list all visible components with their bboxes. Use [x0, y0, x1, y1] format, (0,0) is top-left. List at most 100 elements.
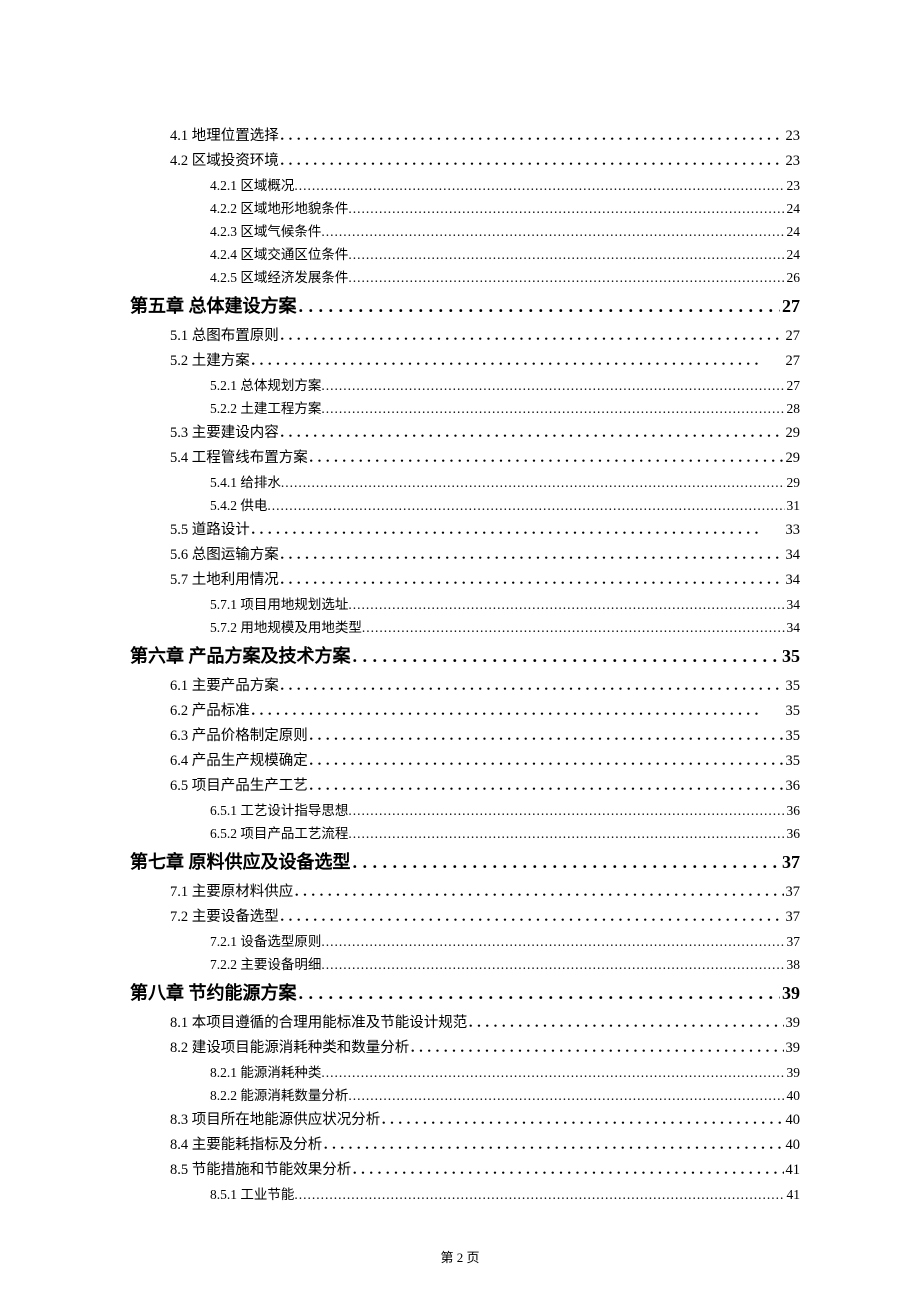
toc-page-number: 38	[785, 957, 801, 973]
toc-entry: 5.3 主要建设内容．．．．．．．．．．．．．．．．．．．．．．．．．．．．．．…	[170, 421, 800, 442]
toc-page-number: 39	[784, 1040, 801, 1057]
toc-page-number: 24	[785, 201, 801, 217]
toc-title: 第六章 产品方案及技术方案	[130, 642, 351, 668]
toc-page-number: 39	[785, 1065, 801, 1081]
toc-page-number: 35	[784, 678, 801, 695]
toc-page-number: 24	[785, 247, 801, 263]
toc-entry: 8.5.1 工业节能..............................…	[210, 1183, 800, 1203]
toc-page-number: 33	[784, 522, 801, 539]
toc-title: 8.1 本项目遵循的合理用能标准及节能设计规范	[170, 1011, 467, 1032]
toc-dots: ........................................…	[321, 1065, 784, 1081]
toc-title: 6.1 主要产品方案	[170, 674, 279, 695]
toc-title: 6.5 项目产品生产工艺	[170, 774, 308, 795]
toc-title: 5.7.1 项目用地规划选址	[210, 593, 348, 613]
toc-title: 5.2.2 土建工程方案	[210, 397, 321, 417]
toc-title: 4.2.2 区域地形地貌条件	[210, 197, 348, 217]
toc-entry: 第七章 原料供应及设备选型．．．．．．．．．．．．．．．．．．．．．．．．．．．…	[130, 848, 800, 874]
toc-entry: 5.4.2 供电................................…	[210, 494, 800, 514]
toc-dots: ........................................…	[348, 1088, 784, 1104]
toc-title: 8.3 项目所在地能源供应状况分析	[170, 1108, 380, 1129]
toc-page-number: 27	[780, 296, 800, 317]
toc-dots: ．．．．．．．．．．．．．．．．．．．．．．．．．．．．．．．．．．．．．．．．…	[351, 848, 781, 874]
toc-page-number: 23	[784, 153, 801, 170]
toc-title: 第八章 节约能源方案	[130, 979, 297, 1005]
toc-entry: 8.4 主要能耗指标及分析．．．．．．．．．．．．．．．．．．．．．．．．．．．…	[170, 1133, 800, 1154]
toc-title: 5.5 道路设计	[170, 518, 250, 539]
toc-entry: 7.2 主要设备选型．．．．．．．．．．．．．．．．．．．．．．．．．．．．．．…	[170, 905, 800, 926]
toc-entry: 5.7 土地利用情况．．．．．．．．．．．．．．．．．．．．．．．．．．．．．．…	[170, 568, 800, 589]
toc-dots: ........................................…	[321, 378, 784, 394]
toc-page-number: 26	[785, 270, 801, 286]
toc-title: 4.2 区域投资环境	[170, 149, 279, 170]
toc-entry: 6.5 项目产品生产工艺．．．．．．．．．．．．．．．．．．．．．．．．．．．．…	[170, 774, 800, 795]
toc-entry: 8.2 建设项目能源消耗种类和数量分析．．．．．．．．．．．．．．．．．．．．．…	[170, 1036, 800, 1057]
toc-title: 6.3 产品价格制定原则	[170, 724, 308, 745]
toc-page-number: 41	[785, 1187, 801, 1203]
toc-entry: 5.4 工程管线布置方案．．．．．．．．．．．．．．．．．．．．．．．．．．．．…	[170, 446, 800, 467]
toc-page-number: 34	[784, 547, 801, 564]
toc-entry: 5.1 总图布置原则．．．．．．．．．．．．．．．．．．．．．．．．．．．．．．…	[170, 324, 800, 345]
toc-dots: ．．．．．．．．．．．．．．．．．．．．．．．．．．．．．．．．．．．．．．．．…	[279, 421, 784, 442]
toc-dots: ．．．．．．．．．．．．．．．．．．．．．．．．．．．．．．．．．．．．．．．．…	[380, 1108, 783, 1129]
toc-title: 5.3 主要建设内容	[170, 421, 279, 442]
toc-page-number: 29	[785, 475, 801, 491]
toc-page-number: 37	[784, 884, 801, 901]
toc-dots: ........................................…	[348, 597, 784, 613]
toc-entry: 第五章 总体建设方案．．．．．．．．．．．．．．．．．．．．．．．．．．．．．．…	[130, 292, 800, 318]
toc-title: 8.5 节能措施和节能效果分析	[170, 1158, 351, 1179]
toc-dots: ........................................…	[321, 224, 784, 240]
toc-entry: 6.1 主要产品方案．．．．．．．．．．．．．．．．．．．．．．．．．．．．．．…	[170, 674, 800, 695]
toc-dots: ........................................…	[348, 201, 784, 217]
toc-entry: 6.3 产品价格制定原则．．．．．．．．．．．．．．．．．．．．．．．．．．．．…	[170, 724, 800, 745]
toc-entry: 第六章 产品方案及技术方案．．．．．．．．．．．．．．．．．．．．．．．．．．．…	[130, 642, 800, 668]
toc-entry: 7.2.2 主要设备明细............................…	[210, 953, 800, 973]
toc-entry: 5.7.1 项目用地规划选址..........................…	[210, 593, 800, 613]
toc-page-number: 36	[784, 778, 801, 795]
toc-title: 8.5.1 工业节能	[210, 1183, 294, 1203]
toc-page-number: 35	[784, 753, 801, 770]
toc-dots: ........................................…	[362, 620, 785, 636]
toc-page-number: 35	[784, 728, 801, 745]
toc-page-number: 28	[785, 401, 801, 417]
toc-page-number: 29	[784, 425, 801, 442]
toc-title: 4.1 地理位置选择	[170, 124, 279, 145]
toc-dots: ．．．．．．．．．．．．．．．．．．．．．．．．．．．．．．．．．．．．．．．．…	[351, 1158, 783, 1179]
toc-dots: ．．．．．．．．．．．．．．．．．．．．．．．．．．．．．．．．．．．．．．．．…	[279, 905, 784, 926]
toc-page-number: 37	[784, 909, 801, 926]
toc-page-number: 29	[784, 450, 801, 467]
toc-dots: ........................................…	[321, 401, 784, 417]
toc-dots: ．．．．．．．．．．．．．．．．．．．．．．．．．．．．．．．．．．．．．．．．…	[297, 979, 781, 1005]
toc-dots: ．．．．．．．．．．．．．．．．．．．．．．．．．．．．．．．．．．．．．．．．…	[279, 124, 784, 145]
toc-dots: ........................................…	[348, 826, 784, 842]
toc-title: 8.2 建设项目能源消耗种类和数量分析	[170, 1036, 409, 1057]
toc-entry: 8.2.1 能源消耗种类............................…	[210, 1061, 800, 1081]
toc-title: 6.5.1 工艺设计指导思想	[210, 799, 348, 819]
toc-entry: 6.5.1 工艺设计指导思想..........................…	[210, 799, 800, 819]
toc-page-number: 40	[784, 1137, 801, 1154]
toc-page-number: 23	[784, 128, 801, 145]
toc-entry: 8.2.2 能源消耗数量分析..........................…	[210, 1084, 800, 1104]
toc-entry: 5.5 道路设计．．．．．．．．．．．．．．．．．．．．．．．．．．．．．．．．…	[170, 518, 800, 539]
toc-title: 第五章 总体建设方案	[130, 292, 297, 318]
toc-title: 5.4.1 给排水	[210, 471, 281, 491]
toc-dots: ........................................…	[348, 803, 784, 819]
toc-entry: 5.2.2 土建工程方案............................…	[210, 397, 800, 417]
toc-dots: ．．．．．．．．．．．．．．．．．．．．．．．．．．．．．．．．．．．．．．．．…	[308, 724, 784, 745]
toc-dots: ........................................…	[321, 957, 784, 973]
toc-page-number: 40	[785, 1088, 801, 1104]
toc-title: 6.4 产品生产规模确定	[170, 749, 308, 770]
toc-title: 5.2 土建方案	[170, 349, 250, 370]
page-container: 4.1 地理位置选择．．．．．．．．．．．．．．．．．．．．．．．．．．．．．．…	[0, 0, 920, 1302]
toc-dots: ．．．．．．．．．．．．．．．．．．．．．．．．．．．．．．．．．．．．．．．．…	[279, 568, 784, 589]
toc-page-number: 34	[785, 620, 801, 636]
toc-entry: 8.5 节能措施和节能效果分析．．．．．．．．．．．．．．．．．．．．．．．．．…	[170, 1158, 800, 1179]
toc-page-number: 27	[784, 328, 801, 345]
toc-dots: ．．．．．．．．．．．．．．．．．．．．．．．．．．．．．．．．．．．．．．．．…	[351, 642, 781, 668]
toc-dots: ．．．．．．．．．．．．．．．．．．．．．．．．．．．．．．．．．．．．．．．．…	[279, 674, 784, 695]
toc-dots: ........................................…	[348, 247, 784, 263]
toc-dots: ．．．．．．．．．．．．．．．．．．．．．．．．．．．．．．．．．．．．．．．．…	[467, 1011, 783, 1032]
toc-title: 6.5.2 项目产品工艺流程	[210, 822, 348, 842]
toc-title: 5.4.2 供电	[210, 494, 267, 514]
toc-page-number: 27	[784, 353, 801, 370]
toc-page-number: 34	[785, 597, 801, 613]
